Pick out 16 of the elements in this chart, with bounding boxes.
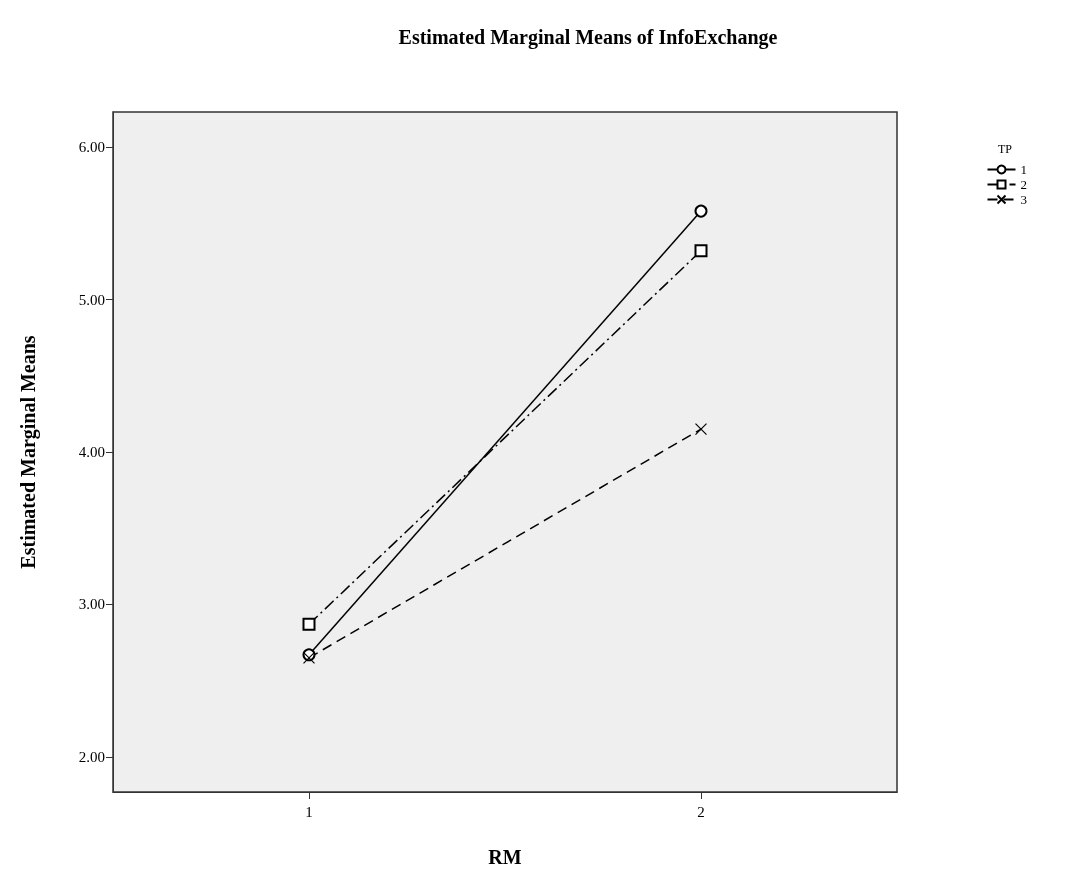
x-axis-title: RM xyxy=(488,846,522,868)
y-tick-label: 4.00 xyxy=(78,444,105,460)
y-tick-label: 2.00 xyxy=(78,748,105,765)
legend-label: 1 xyxy=(1020,162,1027,177)
y-axis-title: Estimated Marginal Means xyxy=(17,335,40,569)
point xyxy=(694,244,708,258)
legend-label: 2 xyxy=(1020,177,1027,192)
point xyxy=(694,423,708,436)
point xyxy=(302,617,316,631)
y-tick-label: 3.00 xyxy=(78,596,105,613)
chart-title: Estimated Marginal Means of InfoExchange xyxy=(398,26,778,49)
point xyxy=(694,204,708,218)
legend-title: TP xyxy=(998,142,1013,156)
legend-label: 3 xyxy=(1020,192,1027,207)
y-tick-label: 6.00 xyxy=(78,139,105,156)
y-tick-label: 5.00 xyxy=(78,291,105,308)
